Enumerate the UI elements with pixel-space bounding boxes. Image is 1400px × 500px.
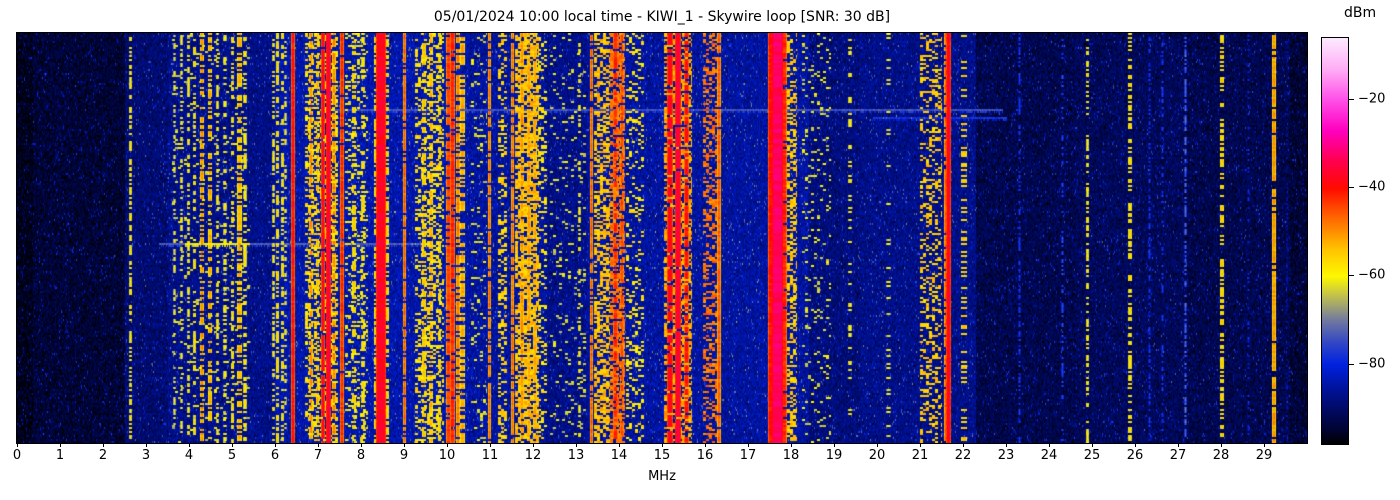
x-tick-label: 16 — [696, 448, 714, 463]
x-tick-label: 17 — [739, 448, 757, 463]
x-tick-mark — [1264, 443, 1265, 447]
x-tick-mark — [1135, 443, 1136, 447]
x-tick-mark — [189, 443, 190, 447]
x-tick-mark — [791, 443, 792, 447]
colorbar-tick-label: −80 — [1358, 356, 1386, 372]
colorbar-tick-mark — [1349, 187, 1354, 189]
x-tick-mark — [447, 443, 448, 447]
x-tick-label: 27 — [1169, 448, 1187, 463]
spectrogram-canvas — [17, 33, 1307, 443]
x-tick-mark — [60, 443, 61, 447]
plot-area — [16, 32, 1308, 444]
plot-title: 05/01/2024 10:00 local time - KIWI_1 - S… — [433, 9, 891, 25]
x-tick-label: 4 — [184, 448, 194, 463]
colorbar-tick-mark — [1349, 275, 1354, 277]
x-tick-label: 26 — [1126, 448, 1144, 463]
colorbar-tick-label: −20 — [1358, 91, 1386, 107]
x-tick-label: 15 — [653, 448, 671, 463]
colorbar — [1321, 37, 1349, 445]
x-tick-mark — [662, 443, 663, 447]
x-tick-label: 9 — [399, 448, 409, 463]
x-tick-mark — [834, 443, 835, 447]
x-tick-mark — [748, 443, 749, 447]
x-tick-mark — [490, 443, 491, 447]
x-tick-mark — [146, 443, 147, 447]
x-tick-label: 10 — [438, 448, 456, 463]
x-tick-mark — [576, 443, 577, 447]
x-tick-label: 3 — [141, 448, 151, 463]
x-tick-mark — [1221, 443, 1222, 447]
x-tick-mark — [232, 443, 233, 447]
x-tick-label: 25 — [1083, 448, 1101, 463]
x-tick-mark — [533, 443, 534, 447]
x-tick-mark — [963, 443, 964, 447]
x-tick-mark — [619, 443, 620, 447]
x-tick-mark — [103, 443, 104, 447]
x-tick-label: 13 — [567, 448, 585, 463]
x-tick-label: 21 — [911, 448, 929, 463]
x-tick-label: 29 — [1255, 448, 1273, 463]
x-tick-mark — [1006, 443, 1007, 447]
x-tick-mark — [1049, 443, 1050, 447]
x-tick-label: 12 — [524, 448, 542, 463]
x-tick-label: 14 — [610, 448, 628, 463]
colorbar-tick-label: −60 — [1358, 267, 1386, 283]
x-axis-label: MHz — [648, 469, 676, 484]
colorbar-label: dBm — [1344, 5, 1377, 21]
x-tick-label: 22 — [954, 448, 972, 463]
x-tick-mark — [404, 443, 405, 447]
x-tick-mark — [318, 443, 319, 447]
x-tick-label: 28 — [1212, 448, 1230, 463]
colorbar-tick-label: −40 — [1358, 179, 1386, 195]
x-tick-label: 2 — [98, 448, 108, 463]
x-tick-label: 20 — [868, 448, 886, 463]
x-tick-label: 8 — [356, 448, 366, 463]
x-tick-label: 5 — [227, 448, 237, 463]
x-tick-mark — [920, 443, 921, 447]
colorbar-tick-mark — [1349, 98, 1354, 100]
x-tick-label: 11 — [481, 448, 499, 463]
x-tick-mark — [361, 443, 362, 447]
x-tick-mark — [17, 443, 18, 447]
x-tick-mark — [275, 443, 276, 447]
x-tick-label: 24 — [1040, 448, 1058, 463]
x-tick-mark — [877, 443, 878, 447]
colorbar-tick-mark — [1349, 363, 1354, 365]
x-tick-label: 23 — [997, 448, 1015, 463]
x-tick-label: 0 — [12, 448, 22, 463]
x-tick-mark — [705, 443, 706, 447]
x-tick-label: 1 — [55, 448, 65, 463]
x-tick-label: 19 — [825, 448, 843, 463]
x-tick-label: 18 — [782, 448, 800, 463]
x-tick-label: 6 — [270, 448, 280, 463]
x-tick-label: 7 — [313, 448, 323, 463]
x-tick-mark — [1178, 443, 1179, 447]
x-tick-mark — [1092, 443, 1093, 447]
